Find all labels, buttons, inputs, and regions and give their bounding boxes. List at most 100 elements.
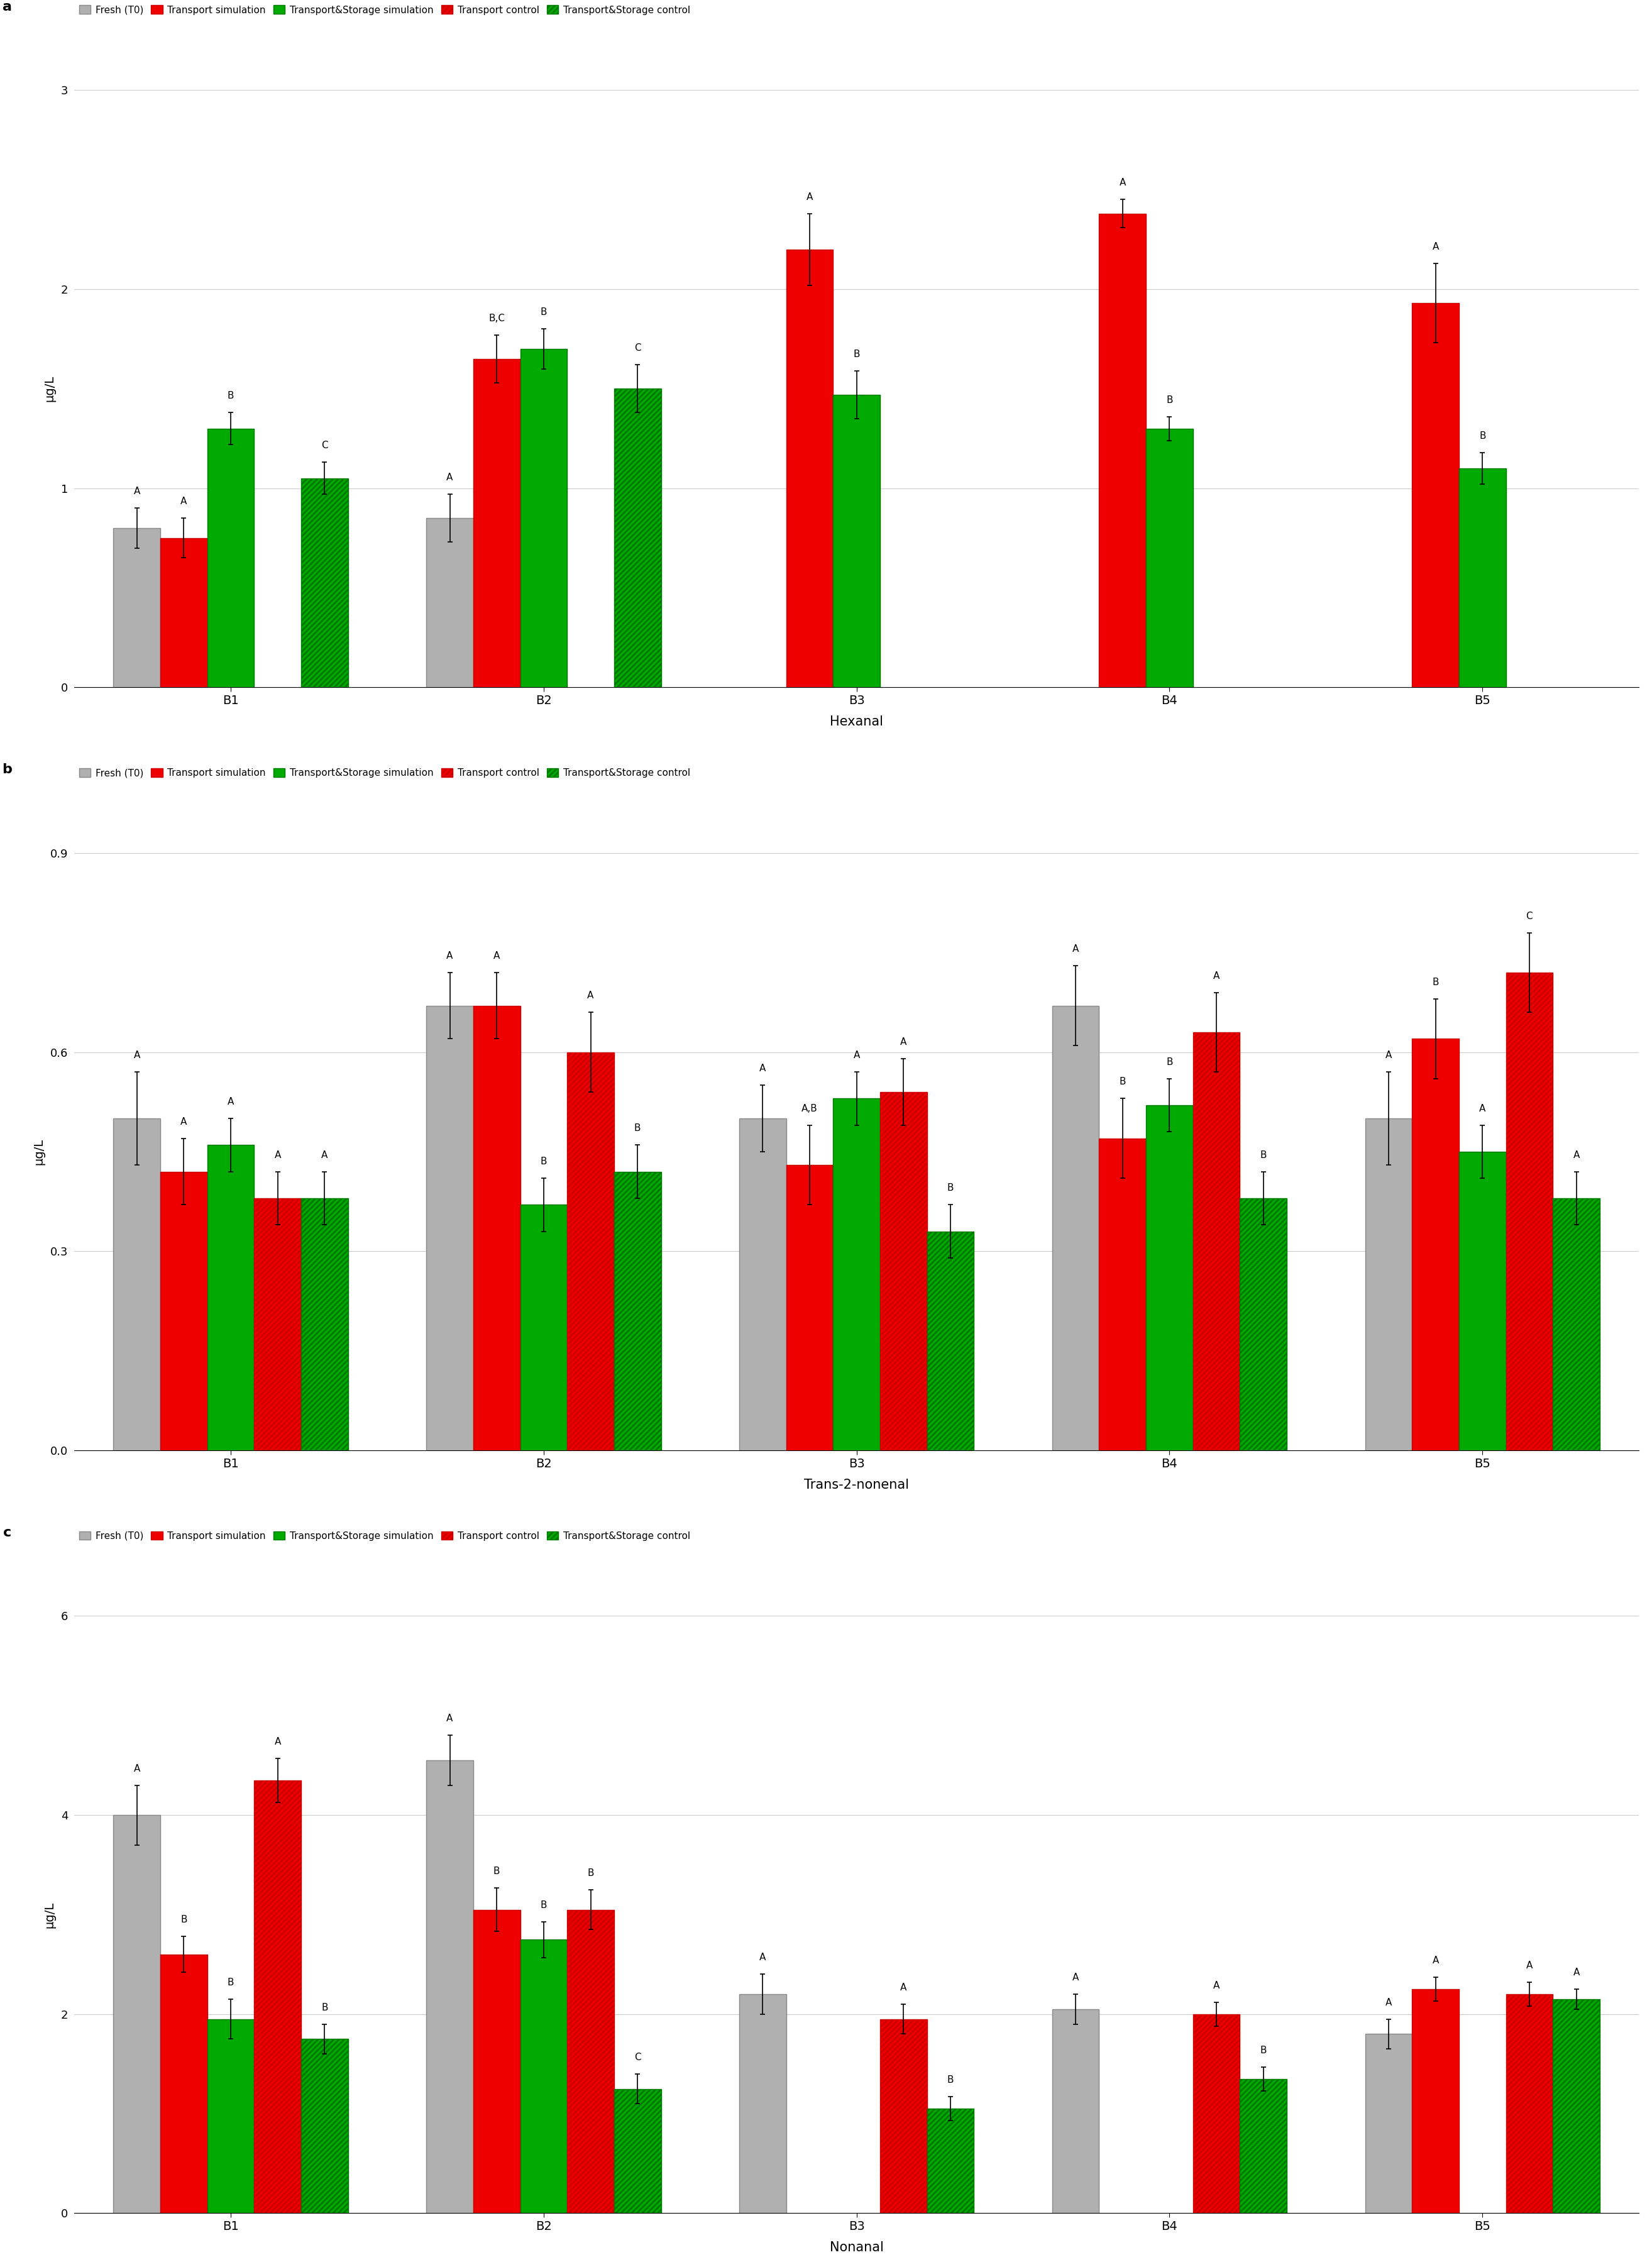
Bar [1241,2079,1287,2213]
Text: A: A [1573,1968,1579,1977]
Bar [114,528,160,687]
Text: A: A [228,1097,235,1106]
Bar [567,1052,615,1451]
Bar [301,2038,349,2213]
Text: A: A [1432,1956,1439,1965]
Text: A: A [322,1149,327,1161]
Bar [426,1007,472,1451]
X-axis label: Nonanal: Nonanal [829,2242,884,2253]
Bar [1052,1007,1099,1451]
Bar [1146,1106,1193,1451]
Text: A: A [854,1050,859,1061]
Text: A: A [1432,243,1439,252]
Text: B: B [494,1866,501,1875]
Bar [927,1231,975,1451]
X-axis label: Hexanal: Hexanal [829,716,884,728]
Bar [1099,213,1146,687]
Bar [114,1816,160,2213]
Bar [738,1118,786,1451]
Text: A: A [1072,945,1079,954]
Text: b: b [2,764,12,775]
Bar [1459,1152,1507,1451]
Text: A: A [274,1149,281,1161]
Bar [206,1145,254,1451]
Y-axis label: μg/L: μg/L [43,376,56,401]
Bar [615,1172,661,1451]
Text: B: B [1166,394,1173,404]
Text: A: A [806,193,813,202]
Bar [881,1093,927,1451]
Bar [301,1199,349,1451]
Text: B: B [228,392,235,401]
Text: B: B [228,1977,235,1988]
Bar [206,428,254,687]
Bar [1553,1199,1599,1451]
Bar [426,1761,472,2213]
Bar [1241,1199,1287,1451]
Text: B: B [634,1124,641,1134]
Bar [301,478,349,687]
Bar [206,2020,254,2213]
Text: A: A [1386,1050,1393,1061]
Bar [833,1099,881,1451]
Bar [738,1995,786,2213]
Legend: Fresh (T0), Transport simulation, Transport&Storage simulation, Transport contro: Fresh (T0), Transport simulation, Transp… [79,5,691,16]
Text: A: A [1573,1149,1579,1161]
Text: C: C [320,442,329,451]
Bar [881,2020,927,2213]
Bar [254,1199,301,1451]
Text: C: C [1526,911,1533,920]
Text: B: B [947,1183,953,1192]
Text: c: c [3,1526,12,1539]
Bar [615,2088,661,2213]
Text: A: A [180,496,187,506]
Text: A: A [1072,1972,1079,1981]
Bar [1412,304,1459,687]
Legend: Fresh (T0), Transport simulation, Transport&Storage simulation, Transport contro: Fresh (T0), Transport simulation, Transp… [79,1530,691,1542]
Text: B: B [1260,2045,1267,2054]
Bar [520,1941,567,2213]
Bar [1507,1995,1553,2213]
Text: C: C [634,345,641,354]
Bar [1507,973,1553,1451]
X-axis label: Trans-2-nonenal: Trans-2-nonenal [805,1478,909,1492]
Text: B: B [1120,1077,1127,1086]
Text: B: B [1479,431,1485,440]
Text: A: A [446,1714,453,1723]
Text: A: A [134,1764,140,1773]
Text: B: B [588,1868,595,1877]
Bar [1052,2009,1099,2213]
Bar [472,1909,520,2213]
Text: B: B [1260,1149,1267,1161]
Text: A: A [1213,1981,1219,1990]
Bar [520,349,567,687]
Text: A: A [1386,1997,1393,2006]
Text: B: B [947,2074,953,2086]
Bar [786,249,833,687]
Y-axis label: μg/L: μg/L [33,1138,45,1165]
Text: B: B [180,1916,187,1925]
Text: A: A [1213,970,1219,979]
Legend: Fresh (T0), Transport simulation, Transport&Storage simulation, Transport contro: Fresh (T0), Transport simulation, Transp… [79,769,691,778]
Bar [1146,428,1193,687]
Text: B,C: B,C [489,313,506,322]
Y-axis label: μg/L: μg/L [43,1902,56,1927]
Text: C: C [634,2052,641,2063]
Bar [160,1172,206,1451]
Bar [114,1118,160,1451]
Text: B: B [540,1156,547,1165]
Bar [833,394,881,687]
Bar [1412,1038,1459,1451]
Text: A: A [446,952,453,961]
Text: A: A [1479,1104,1485,1113]
Text: A: A [134,1050,140,1061]
Text: A: A [494,952,501,961]
Text: A: A [446,474,453,483]
Text: A: A [1120,179,1127,188]
Bar [927,2108,975,2213]
Text: B: B [322,2002,329,2013]
Bar [426,519,472,687]
Text: A: A [1526,1961,1533,1970]
Text: B: B [1166,1056,1173,1068]
Text: B: B [540,308,547,317]
